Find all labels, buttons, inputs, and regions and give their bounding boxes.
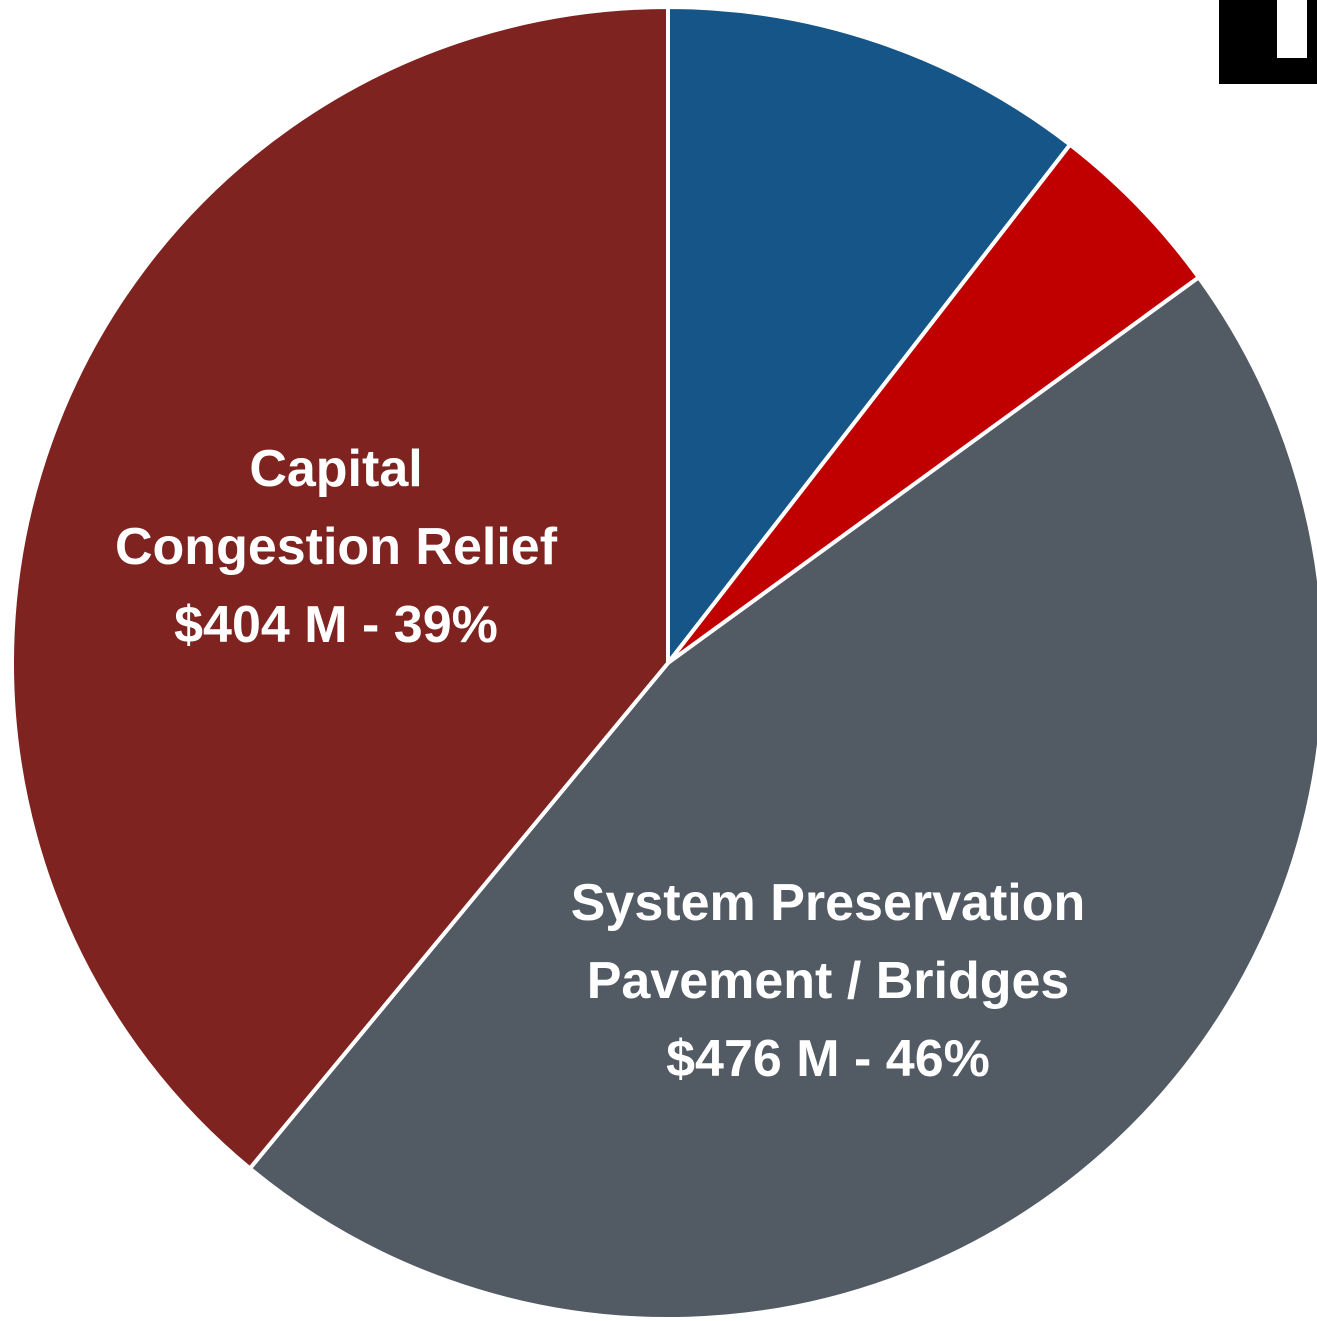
- pie-slices: [10, 5, 1317, 1321]
- pie-slice-2: [666, 142, 1201, 665]
- pie-slice-4: [10, 5, 670, 1171]
- slice-label-line: $404 M - 39%: [174, 596, 498, 654]
- pie-slice-1: [666, 5, 1073, 665]
- slice-label-line: System Preservation: [571, 874, 1086, 932]
- slice-label-line: Capital: [249, 440, 422, 498]
- slice-label-line: Congestion Relief: [115, 518, 558, 576]
- slice-label-line: Pavement / Bridges: [587, 952, 1070, 1010]
- slice-label-4: Capital Congestion Relief $404 M - 39%: [115, 440, 558, 654]
- corner-mark: [1219, 0, 1317, 84]
- slice-label-line: $476 M - 46%: [666, 1030, 990, 1088]
- pie-labels: System Preservation Pavement / Bridges $47…: [115, 440, 1085, 1088]
- slice-label-3: System Preservation Pavement / Bridges $47…: [571, 874, 1086, 1088]
- corner-mark-edge: [1307, 0, 1317, 58]
- pie-slice-3: [247, 275, 1317, 1321]
